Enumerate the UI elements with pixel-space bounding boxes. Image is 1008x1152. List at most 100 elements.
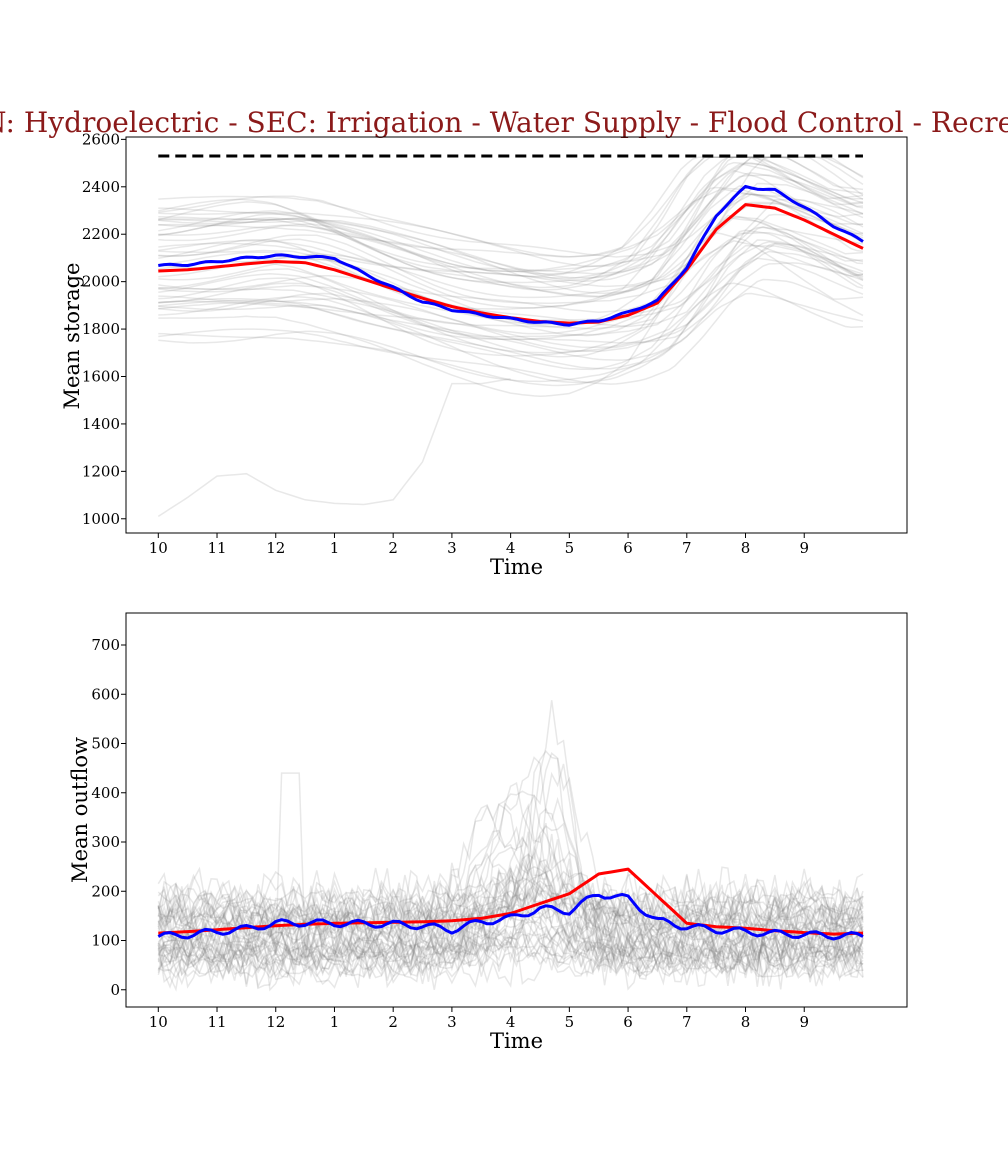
outflow-ensemble-trace	[157, 700, 864, 979]
storage-ensemble-trace	[158, 278, 864, 385]
outflow-ensemble-trace	[157, 843, 864, 929]
outflow-ensemble-traces	[157, 700, 864, 992]
storage-ensemble-trace	[158, 245, 864, 338]
outflow-y-tick-label: 300	[91, 833, 120, 851]
outflow-ensemble-trace	[157, 803, 864, 960]
outflow-y-tick-label: 600	[91, 685, 120, 703]
storage-ensemble-trace	[158, 226, 864, 384]
outflow-axes-frame	[125, 612, 908, 1008]
storage-x-tick-label: 8	[741, 539, 751, 557]
storage-ensemble-trace	[158, 186, 864, 310]
storage-ensemble-trace	[158, 174, 864, 275]
storage-y-tick-label: 1400	[82, 415, 120, 433]
storage-ensemble-trace	[158, 242, 864, 361]
storage-ensemble-trace	[158, 188, 864, 273]
storage-x-tick-label: 10	[149, 539, 168, 557]
storage-ensemble-trace	[158, 182, 864, 305]
storage-x-tick-label: 4	[506, 539, 516, 557]
storage-x-tick-label: 12	[266, 539, 285, 557]
storage-ensemble-trace	[158, 156, 864, 295]
outflow-ensemble-trace	[157, 825, 864, 927]
outflow-ensemble-trace	[158, 929, 864, 971]
outflow-ensemble-trace	[157, 931, 864, 964]
storage-y-tick-label: 2000	[82, 273, 120, 291]
storage-y-tick-label: 2600	[82, 130, 120, 148]
outflow-ensemble-trace	[157, 922, 864, 979]
storage-ensemble-trace	[158, 239, 864, 370]
outflow-ensemble-trace	[157, 925, 864, 992]
storage-y-tick-label: 1800	[82, 320, 120, 338]
outflow-ensemble-trace	[157, 912, 864, 979]
outflow-x-axis-label: Time	[490, 1029, 543, 1053]
storage-ensemble-trace	[158, 192, 864, 337]
storage-ensemble-trace	[158, 193, 864, 298]
storage-plot: 10 11 12 1 2 3 4 5 6 7 8 91000120014001600180020002…	[60, 130, 908, 579]
outflow-ensemble-trace	[157, 749, 864, 919]
outflow-y-tick-label: 100	[91, 932, 120, 950]
outflow-ensemble-trace	[157, 918, 864, 977]
outflow-x-tick-label: 10	[149, 1013, 168, 1031]
outflow-ensemble-trace	[157, 790, 864, 945]
outflow-x-tick-label: 6	[623, 1013, 633, 1031]
storage-summary-lines	[158, 154, 864, 327]
outflow-ensemble-trace	[157, 872, 864, 934]
storage-x-axis-label: Time	[490, 555, 543, 579]
outflow-y-axis-label: Mean outflow	[68, 737, 92, 883]
storage-x-tick-label: 9	[799, 539, 809, 557]
storage-ensemble-trace	[158, 243, 864, 353]
outflow-ensemble-trace	[157, 876, 864, 907]
outflow-x-tick-label: 9	[799, 1013, 809, 1031]
storage-ensemble-trace	[158, 193, 864, 273]
outflow-y-tick-label: 400	[91, 784, 120, 802]
outflow-ensemble-trace	[157, 916, 864, 946]
outflow-x-tick-label: 5	[565, 1013, 575, 1031]
outflow-ensemble-trace	[157, 878, 864, 970]
storage-ensemble-trace	[158, 240, 864, 335]
outflow-ensemble-trace	[157, 922, 864, 954]
outflow-median-line	[157, 892, 864, 941]
storage-ensemble-trace	[158, 163, 864, 275]
storage-ticks: 10 11 12 1 2 3 4 5 6 7 8 91000120014001600180020002…	[82, 130, 809, 557]
storage-x-tick-label: 1	[330, 539, 340, 557]
outflow-ensemble-trace	[157, 863, 864, 920]
outflow-x-tick-label: 2	[388, 1013, 398, 1031]
outflow-ensemble-trace	[157, 941, 864, 980]
storage-ensemble-trace	[158, 231, 864, 398]
outflow-ensemble-trace	[157, 865, 864, 937]
outflow-ensemble-trace	[157, 772, 864, 960]
storage-ensemble-trace	[158, 156, 864, 282]
storage-ensemble-trace	[158, 229, 864, 371]
storage-ensemble-trace	[158, 257, 864, 349]
outflow-ensemble-trace	[157, 796, 864, 937]
storage-ensemble-trace	[158, 216, 864, 357]
storage-x-tick-label: 6	[623, 539, 633, 557]
storage-median-line	[158, 184, 864, 327]
storage-y-tick-label: 1000	[82, 510, 120, 528]
storage-ensemble-trace	[158, 162, 864, 258]
storage-y-axis-label: Mean storage	[60, 263, 84, 410]
storage-ensemble-traces	[157, 156, 864, 518]
storage-ensemble-trace	[158, 156, 864, 258]
storage-ensemble-trace	[158, 169, 864, 328]
outflow-x-tick-label: 3	[447, 1013, 457, 1031]
storage-ensemble-trace	[158, 216, 864, 358]
outflow-ensemble-trace	[157, 929, 864, 974]
outflow-ensemble-trace	[157, 781, 864, 990]
outflow-ensemble-trace	[157, 803, 864, 972]
outflow-ensemble-trace	[157, 929, 864, 968]
figure-title: MAIN: Hydroelectric - SEC: Irrigation - …	[0, 106, 1008, 139]
outflow-y-tick-label: 500	[91, 735, 120, 753]
storage-ensemble-trace	[158, 161, 863, 284]
storage-ensemble-trace	[158, 250, 864, 354]
outflow-x-tick-label: 7	[682, 1013, 692, 1031]
storage-ensemble-trace	[158, 199, 864, 328]
outflow-ensemble-trace	[158, 879, 864, 941]
storage-y-tick-label: 1200	[82, 462, 120, 480]
outflow-x-tick-label: 11	[207, 1013, 226, 1031]
outflow-ensemble-trace	[157, 849, 864, 990]
outflow-y-tick-label: 200	[91, 882, 120, 900]
storage-x-tick-label: 3	[447, 539, 457, 557]
